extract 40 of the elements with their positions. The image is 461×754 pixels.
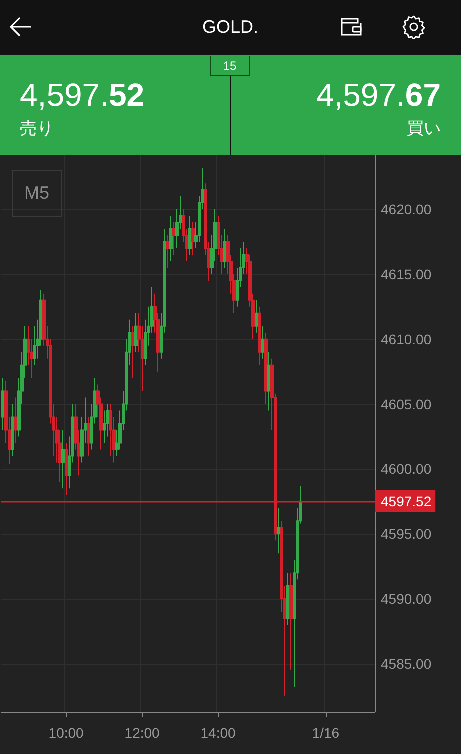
- candlestick: [223, 228, 226, 268]
- candlestick: [172, 222, 176, 256]
- x-tick-label: 14:00: [200, 725, 236, 741]
- candlestick: [14, 397, 17, 444]
- candlestick: [261, 326, 264, 360]
- candlestick: [264, 332, 268, 405]
- y-tick-label: 4585.00: [381, 656, 432, 672]
- candlestick: [169, 216, 173, 262]
- text: 4,597.52: [20, 77, 145, 114]
- candlestick: [131, 326, 135, 379]
- y-tick-label: 4605.00: [381, 396, 432, 412]
- x-tick-label: 12:00: [124, 725, 160, 741]
- candlestick: [255, 300, 258, 334]
- chart-title: GOLD.: [201, 17, 260, 38]
- candlestick: [277, 508, 280, 554]
- y-tick-label: 4620.00: [381, 202, 432, 218]
- y-tick-label: 4615.00: [381, 266, 432, 282]
- y-tick-label: 4600.00: [381, 461, 432, 478]
- text: 15: [210, 56, 250, 76]
- candlestick: [65, 442, 68, 496]
- candlestick: [191, 222, 195, 256]
- x-tick-label: 10:00: [48, 725, 84, 741]
- candlestick: [11, 404, 14, 457]
- x-tick-label: 1/16: [312, 725, 340, 741]
- candlestick: [188, 216, 192, 256]
- candlestick: [166, 235, 169, 268]
- text: 売り: [20, 118, 54, 140]
- annotation: M5: [12, 170, 62, 217]
- ref-line-label: 4597.52: [381, 493, 432, 510]
- y-tick-label: 4610.00: [381, 331, 432, 348]
- candlestick: [258, 306, 261, 366]
- text: 買い: [407, 118, 441, 140]
- text: 4,597.67: [316, 77, 441, 114]
- candlestick: [134, 312, 138, 353]
- candlestick: [267, 352, 271, 412]
- y-tick-label: 4590.00: [381, 591, 432, 608]
- candlestick: [61, 430, 65, 490]
- y-tick-label: 4595.00: [381, 526, 432, 542]
- candlestick: [289, 572, 293, 671]
- candlestick: [87, 416, 90, 457]
